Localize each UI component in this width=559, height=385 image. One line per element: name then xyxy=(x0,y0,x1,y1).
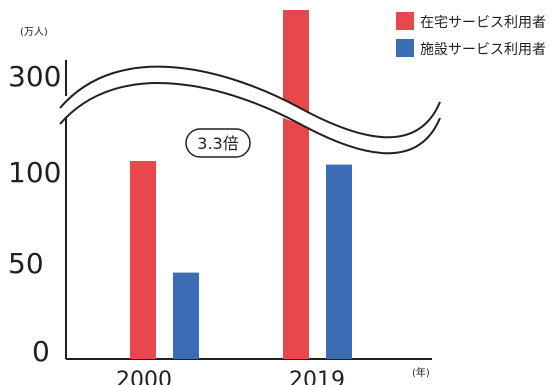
x-category-label-2000: 2000 xyxy=(116,368,172,385)
legend-label-facility-care: 施設サービス利用者 xyxy=(420,42,546,58)
axis-break-band xyxy=(60,66,440,145)
axis-break-line-upper xyxy=(59,65,441,139)
y-tick-50: 50 xyxy=(8,247,44,280)
legend-swatch-home-care xyxy=(396,12,414,30)
legend-swatch-facility-care xyxy=(396,39,414,57)
bar-facility-care-2019 xyxy=(326,164,352,359)
y-tick-100: 100 xyxy=(8,156,61,189)
y-axis-unit: (万人) xyxy=(20,26,48,38)
axis-break-line-lower xyxy=(59,82,441,155)
annotation-badge xyxy=(185,128,251,158)
annotation-ratio: 3.3倍 xyxy=(197,134,238,153)
y-tick-300: 300 xyxy=(8,60,61,93)
bar-home-care-2019 xyxy=(283,10,309,359)
bar-home-care-2000 xyxy=(130,161,156,359)
x-category-label-2019: 2019 xyxy=(289,368,345,385)
legend-label-home-care: 在宅サービス利用者 xyxy=(420,15,546,31)
x-axis-unit: (年) xyxy=(412,366,430,379)
y-tick-0: 0 xyxy=(32,335,50,368)
bar-facility-care-2000 xyxy=(173,272,199,359)
